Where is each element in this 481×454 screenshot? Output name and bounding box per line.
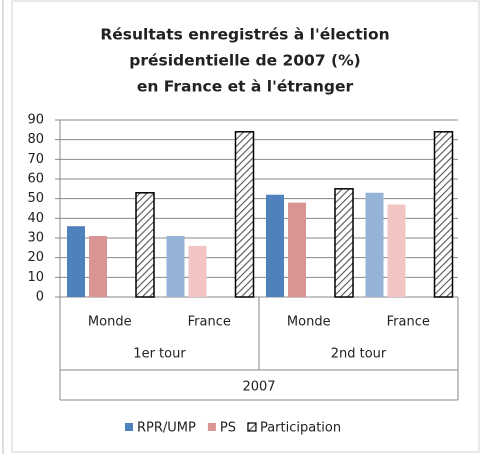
y-tick-label: 80 — [27, 132, 44, 147]
group-label: 2nd tour — [331, 347, 387, 362]
y-tick-label: 70 — [27, 152, 44, 167]
chart-title: en France et à l'étranger — [137, 78, 354, 96]
legend-swatch — [125, 423, 133, 431]
x-tick-label: Monde — [88, 315, 132, 330]
legend-label: RPR/UMP — [137, 421, 196, 436]
x-tick-label: France — [188, 315, 231, 330]
bar — [67, 226, 85, 297]
bar — [166, 236, 185, 297]
x-tick-label: France — [387, 315, 430, 330]
bar — [288, 202, 306, 297]
bar — [334, 188, 354, 298]
y-tick-label: 50 — [27, 191, 44, 206]
bar — [387, 204, 406, 297]
bar — [135, 192, 155, 298]
group-label: 1er tour — [133, 347, 186, 362]
bar — [89, 236, 107, 297]
legend-label: Participation — [260, 421, 341, 436]
chart-title: présidentielle de 2007 (%) — [129, 52, 360, 70]
bar — [234, 131, 255, 298]
legend-swatch — [207, 423, 216, 431]
super-group-label: 2007 — [242, 380, 275, 395]
y-tick-label: 40 — [27, 211, 44, 226]
bar — [365, 192, 384, 297]
bar — [433, 131, 454, 298]
y-tick-label: 30 — [27, 231, 44, 246]
bar — [188, 245, 207, 297]
x-tick-label: Monde — [287, 315, 331, 330]
y-tick-label: 60 — [27, 172, 44, 187]
chart-title: Résultats enregistrés à l'élection — [100, 26, 389, 44]
legend-swatch — [247, 422, 257, 432]
y-tick-label: 10 — [27, 270, 44, 285]
legend-label: PS — [220, 421, 236, 436]
bar — [266, 194, 284, 297]
y-tick-label: 0 — [36, 290, 44, 305]
y-tick-label: 90 — [27, 113, 44, 128]
y-tick-label: 20 — [27, 250, 44, 265]
